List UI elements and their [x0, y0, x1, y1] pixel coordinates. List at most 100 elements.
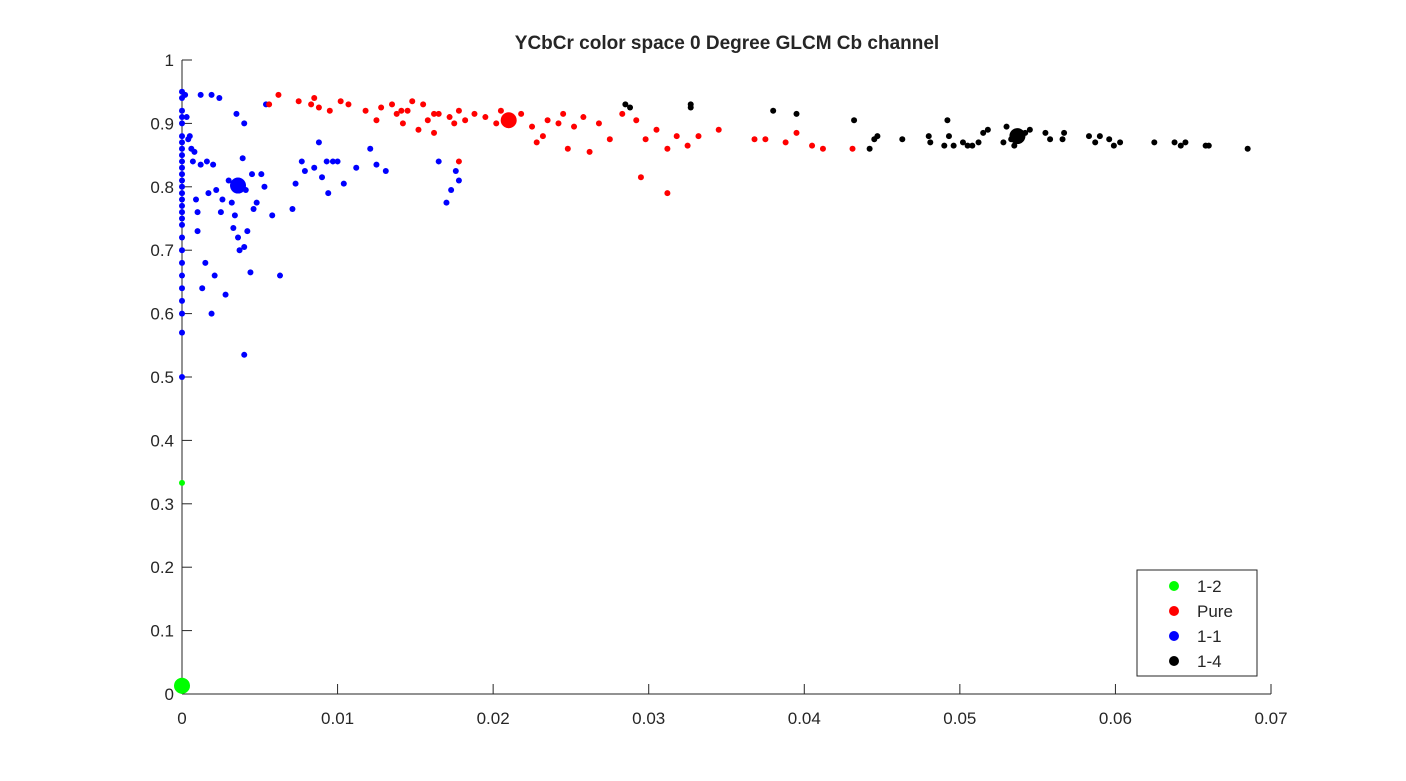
data-point — [595, 120, 602, 127]
data-point — [684, 142, 691, 149]
data-point — [944, 117, 951, 124]
data-point — [1205, 142, 1212, 149]
data-point — [398, 107, 405, 114]
data-point — [471, 110, 478, 117]
data-point — [275, 91, 282, 98]
legend: 1-2 Pure 1-1 1-4 — [1136, 569, 1258, 677]
data-point — [315, 104, 322, 111]
data-point — [179, 145, 185, 152]
data-point — [399, 120, 406, 127]
data-point — [404, 107, 411, 114]
data-point — [308, 101, 315, 108]
data-point — [179, 215, 185, 222]
data-point — [431, 129, 438, 136]
data-point — [925, 133, 932, 140]
data-point — [179, 107, 185, 114]
data-point — [1059, 136, 1066, 143]
data-point — [455, 177, 462, 184]
data-point — [533, 139, 540, 146]
data-point — [186, 133, 193, 140]
data-point — [194, 209, 201, 216]
data-point — [435, 158, 442, 165]
data-point — [179, 171, 185, 178]
data-point — [182, 91, 189, 98]
x-tick-label: 0.07 — [1254, 709, 1287, 728]
data-point — [179, 479, 185, 486]
data-point — [762, 136, 769, 143]
data-point — [311, 164, 318, 171]
y-tick-label: 0.5 — [150, 368, 174, 387]
data-point — [695, 133, 702, 140]
data-point — [334, 158, 341, 165]
legend-label: 1-2 — [1197, 577, 1222, 596]
centroid-point — [230, 177, 247, 194]
data-point — [1003, 123, 1010, 130]
data-point — [183, 114, 190, 121]
data-point — [819, 145, 826, 152]
data-point — [266, 101, 273, 108]
data-point — [325, 190, 332, 197]
data-point — [337, 98, 344, 105]
data-point — [179, 329, 185, 336]
data-point — [866, 145, 873, 152]
data-point — [529, 123, 536, 130]
x-tick-label: 0.01 — [321, 709, 354, 728]
data-point — [199, 285, 206, 292]
data-point — [258, 171, 265, 178]
data-point — [619, 110, 626, 117]
y-tick-label: 0 — [165, 685, 174, 704]
data-point — [664, 190, 671, 197]
data-point — [1085, 133, 1092, 140]
x-tick-label: 0.02 — [477, 709, 510, 728]
data-point — [1092, 139, 1099, 146]
data-point — [179, 158, 185, 165]
chart-title: YCbCr color space 0 Degree GLCM Cb chann… — [515, 33, 939, 54]
data-point — [179, 202, 185, 209]
data-point — [179, 374, 185, 380]
data-point — [210, 161, 217, 168]
data-point — [179, 259, 185, 266]
data-point — [564, 145, 571, 152]
data-point — [231, 212, 238, 219]
data-point — [1171, 139, 1178, 146]
data-point — [455, 107, 462, 114]
data-point — [247, 269, 254, 276]
data-point — [448, 186, 455, 193]
data-point — [424, 117, 431, 124]
data-point — [539, 133, 546, 140]
y-tick-label: 0.2 — [150, 558, 174, 577]
data-point — [1106, 136, 1113, 143]
data-point — [389, 101, 396, 108]
data-point — [244, 228, 251, 235]
data-point — [544, 117, 551, 124]
data-point — [1061, 129, 1068, 136]
data-point — [1244, 145, 1251, 152]
data-point — [462, 117, 469, 124]
data-point — [225, 177, 232, 184]
data-point — [329, 158, 336, 165]
y-tick-label: 0.3 — [150, 495, 174, 514]
data-point — [653, 126, 660, 133]
data-point — [235, 234, 242, 241]
legend-marker — [1169, 606, 1179, 616]
data-point — [980, 129, 987, 136]
data-point — [633, 117, 640, 124]
data-point — [179, 297, 185, 304]
data-point — [289, 205, 296, 212]
data-point — [250, 205, 257, 212]
data-point — [208, 91, 215, 98]
data-point — [969, 142, 976, 149]
data-point — [420, 101, 427, 108]
data-point — [673, 133, 680, 140]
data-point — [415, 126, 422, 133]
data-point — [378, 104, 385, 111]
y-tick-label: 0.9 — [150, 114, 174, 133]
data-point — [637, 174, 644, 181]
data-point — [179, 183, 185, 190]
data-point — [770, 107, 777, 114]
data-point — [239, 155, 246, 162]
data-point — [241, 244, 248, 251]
legend-label: Pure — [1197, 602, 1233, 621]
data-point — [295, 98, 302, 105]
data-point — [606, 136, 613, 143]
